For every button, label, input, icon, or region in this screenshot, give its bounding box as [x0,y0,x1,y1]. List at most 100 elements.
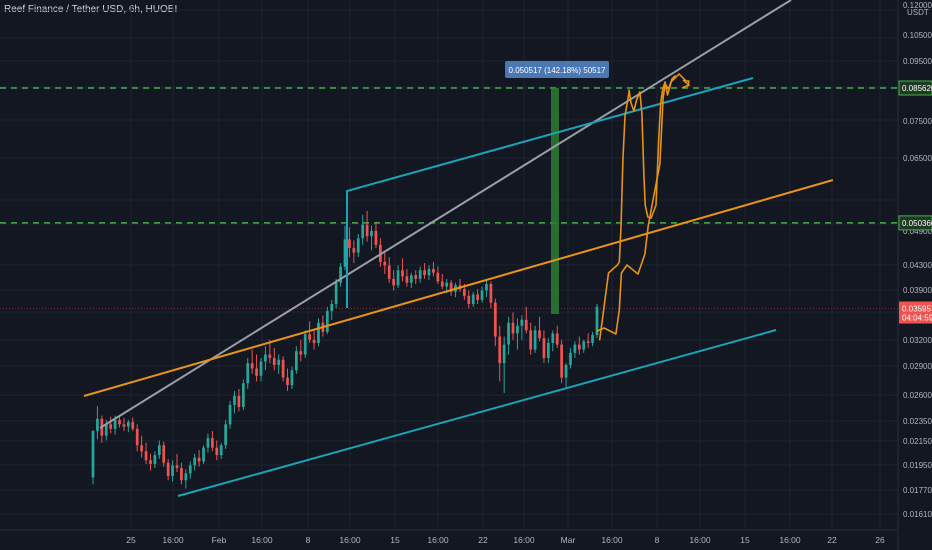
candle-body [126,422,130,427]
candle-body [294,351,298,371]
candle-body [325,311,329,332]
time-tick-label: 15 [390,535,400,545]
candle-body [462,289,466,296]
candle-body [286,377,289,386]
candle-body [436,272,440,282]
currency-label: USDT [907,8,929,17]
time-tick-label: 16:00 [689,535,711,545]
candle-body [277,359,281,365]
candle-body [299,351,303,355]
candle-body [405,276,409,283]
candle-body [343,239,347,267]
time-tick-label: 16:00 [427,535,449,545]
current-price-value: 0.035957 [902,305,932,314]
orange-trendline [83,179,834,397]
candle-body [259,361,263,376]
measure-label: 0.050517 (142.18%) 50517 [509,66,607,75]
candle-body [228,405,232,425]
candle-body [206,438,210,448]
candle-body [122,424,126,427]
price-tick-label: 0.016100 [903,510,932,519]
time-tick-label: 8 [655,535,660,545]
candle-body [96,418,99,432]
candle-body [109,424,113,429]
candle-body [365,224,369,237]
candle-body [149,460,152,465]
time-tick-label: 16:00 [601,535,623,545]
candle-body [290,370,294,386]
candle-body [334,282,338,305]
candle-body [175,465,179,468]
candle-body [383,261,387,266]
candle-body [480,290,484,300]
candle-body [374,230,378,245]
candle-body [153,455,157,465]
candle-body [224,424,228,446]
forecast-path [598,75,676,341]
candle-body [427,269,431,276]
time-tick-label: 22 [827,535,837,545]
measure-label-bg [505,61,609,78]
candle-body [166,462,170,477]
candle-body [524,319,528,331]
candle-body [467,295,471,305]
candle-body [542,338,546,358]
current-price-countdown: 04:04:59 [902,314,932,323]
level-tag-label: 0.050366 [902,219,932,228]
candle-body [564,364,568,378]
candle-body [498,336,502,364]
candle-body [135,428,139,446]
gray-trendline [99,0,792,429]
candle-body [339,266,342,283]
candle-body [113,419,117,429]
candle-body [202,447,205,462]
candle-body [140,445,144,452]
candle-body [219,445,223,456]
candle-body [533,330,537,350]
candle-body [440,281,444,287]
candle-body [246,363,250,384]
candle-body [188,465,192,474]
measure-bar [551,88,559,314]
candle-body [348,239,351,249]
candle-body [449,282,453,292]
time-tick-label: 25 [126,535,136,545]
candle-body [157,445,161,456]
candle-body [595,306,599,336]
time-tick-label: 22 [478,535,488,545]
candle-body [193,457,197,466]
candle-body [210,438,214,448]
candle-body [233,395,236,406]
candle-body [493,302,497,337]
candle-body [104,424,108,436]
candle-body [272,357,276,365]
candle-body [538,330,541,339]
time-tick-label: 16:00 [513,535,535,545]
candle-body [91,431,95,478]
candle-body [250,363,254,369]
candle-body [489,283,493,303]
candle-body [401,270,404,277]
candle-body [471,294,475,305]
candle-body [529,330,533,350]
candle-body [303,334,307,355]
candle-body [387,265,391,279]
candle-body [414,275,418,279]
candle-body [352,248,356,253]
candle-body [118,419,121,425]
time-tick-label: 16:00 [162,535,184,545]
candle-body [546,342,550,358]
candle-body [485,283,488,291]
level-tag-bg [898,80,932,96]
